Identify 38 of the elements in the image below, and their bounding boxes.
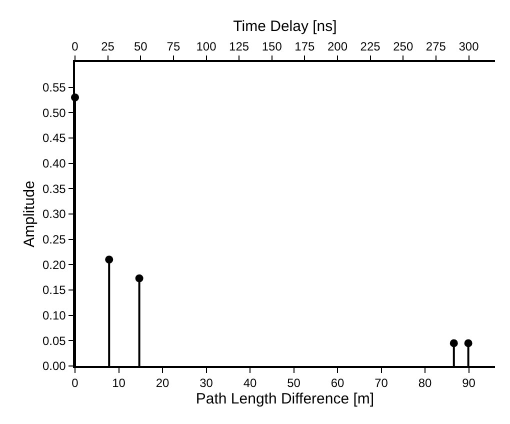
y-axis-title: Amplitude — [21, 180, 38, 248]
x2-tick-label: 175 — [294, 39, 316, 54]
y-tick-label: 0.55 — [42, 80, 66, 95]
x2-tick-label: 200 — [327, 39, 348, 54]
x2-tick-label: 300 — [458, 39, 480, 54]
y-tick-label: 0.05 — [42, 334, 66, 348]
x2-tick-label: 50 — [134, 39, 148, 54]
x2-tick-label: 150 — [262, 39, 282, 54]
x2-tick-label: 25 — [101, 39, 115, 54]
x-tick-label: 40 — [243, 376, 257, 390]
x2-tick-label: 0 — [72, 39, 79, 54]
y-tick-label: 0.40 — [42, 156, 66, 171]
x-tick-label: 30 — [200, 376, 214, 390]
x2-tick-label: 225 — [360, 39, 381, 54]
x2-axis-title: Time Delay [ns] — [233, 18, 337, 36]
y-tick-label: 0.20 — [42, 258, 66, 272]
x-tick-label: 10 — [112, 376, 126, 390]
x2-tick-label: 100 — [196, 39, 217, 54]
x-tick-label: 50 — [287, 376, 301, 390]
y-tick-label: 0.15 — [42, 283, 66, 298]
y-tick-label: 0.10 — [42, 308, 66, 323]
x2-tick-label: 75 — [166, 39, 180, 54]
y-tick-label: 0.25 — [42, 232, 66, 247]
x-tick-label: 90 — [462, 376, 476, 390]
x-tick-label: 0 — [72, 376, 79, 390]
x2-tick-label: 275 — [426, 39, 446, 54]
y-tick-label: 0.00 — [42, 359, 66, 374]
y-tick-label: 0.30 — [42, 207, 66, 222]
x2-tick-label: 250 — [393, 39, 414, 54]
x-axis-title: Path Length Difference [m] — [196, 390, 374, 408]
x-tick-label: 60 — [330, 376, 344, 390]
y-tick-label: 0.35 — [42, 182, 66, 196]
x-tick-label: 80 — [418, 376, 432, 390]
y-tick-label: 0.50 — [42, 106, 66, 120]
y-tick-label: 0.45 — [42, 131, 66, 146]
x2-tick-label: 125 — [229, 39, 250, 54]
x-tick-label: 20 — [156, 376, 170, 390]
x-tick-label: 70 — [374, 376, 388, 390]
